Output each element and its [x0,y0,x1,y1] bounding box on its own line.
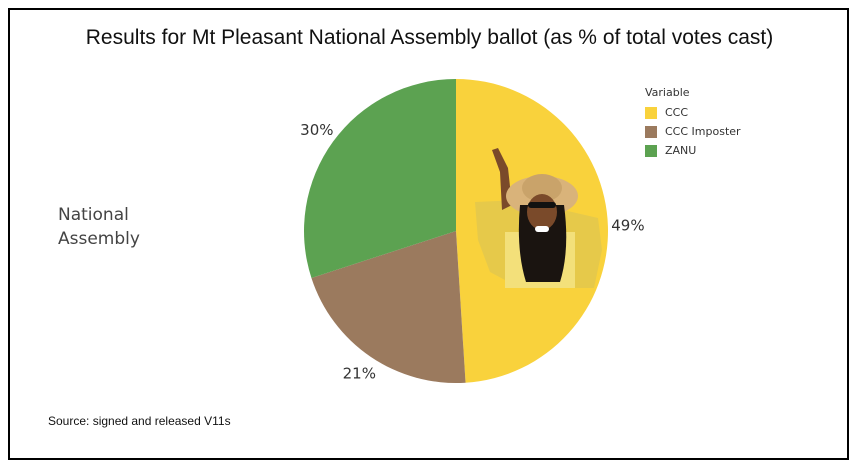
pie-slice-ccc-imposter [311,231,466,383]
candidate-photo [475,148,602,288]
legend-swatch-ccc [645,106,657,119]
legend-item-zanu: ZANU [645,141,741,160]
legend-swatch-zanu [645,144,657,157]
legend-swatch-ccc-imposter [645,125,657,138]
legend-label-ccc-imposter: CCC Imposter [665,125,741,138]
row-label-line-1: National [58,205,129,225]
pie-label-zanu: 30% [300,121,333,139]
legend-item-ccc: CCC [645,103,741,122]
pie-label-ccc: 49% [611,217,644,235]
legend-label-zanu: ZANU [665,144,697,157]
legend-label-ccc: CCC [665,106,689,119]
source-note: Source: signed and released V11s [48,414,231,428]
legend: Variable CCC CCC Imposter ZANU [645,86,741,160]
row-label: National Assembly [58,203,140,251]
pie-labels: 49% 21% 30% [300,121,644,382]
row-label-line-2: Assembly [58,229,140,249]
pie-slice-zanu [304,79,456,278]
legend-title: Variable [645,86,690,99]
legend-item-ccc-imposter: CCC Imposter [645,122,741,141]
chart-title: Results for Mt Pleasant National Assembl… [85,26,774,49]
pie-label-ccc-imposter: 21% [343,364,376,382]
